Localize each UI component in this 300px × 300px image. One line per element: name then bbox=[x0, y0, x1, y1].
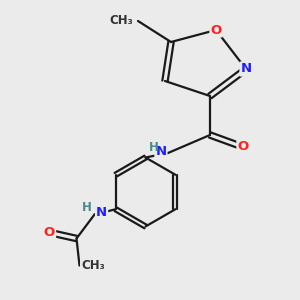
Text: N: N bbox=[240, 62, 252, 76]
Text: O: O bbox=[210, 23, 222, 37]
Text: O: O bbox=[44, 226, 55, 239]
Text: CH₃: CH₃ bbox=[110, 14, 134, 28]
Text: O: O bbox=[237, 140, 249, 154]
Text: CH₃: CH₃ bbox=[81, 259, 105, 272]
Text: N: N bbox=[155, 145, 167, 158]
Text: H: H bbox=[82, 201, 92, 214]
Text: H: H bbox=[149, 141, 158, 154]
Text: N: N bbox=[96, 206, 107, 220]
